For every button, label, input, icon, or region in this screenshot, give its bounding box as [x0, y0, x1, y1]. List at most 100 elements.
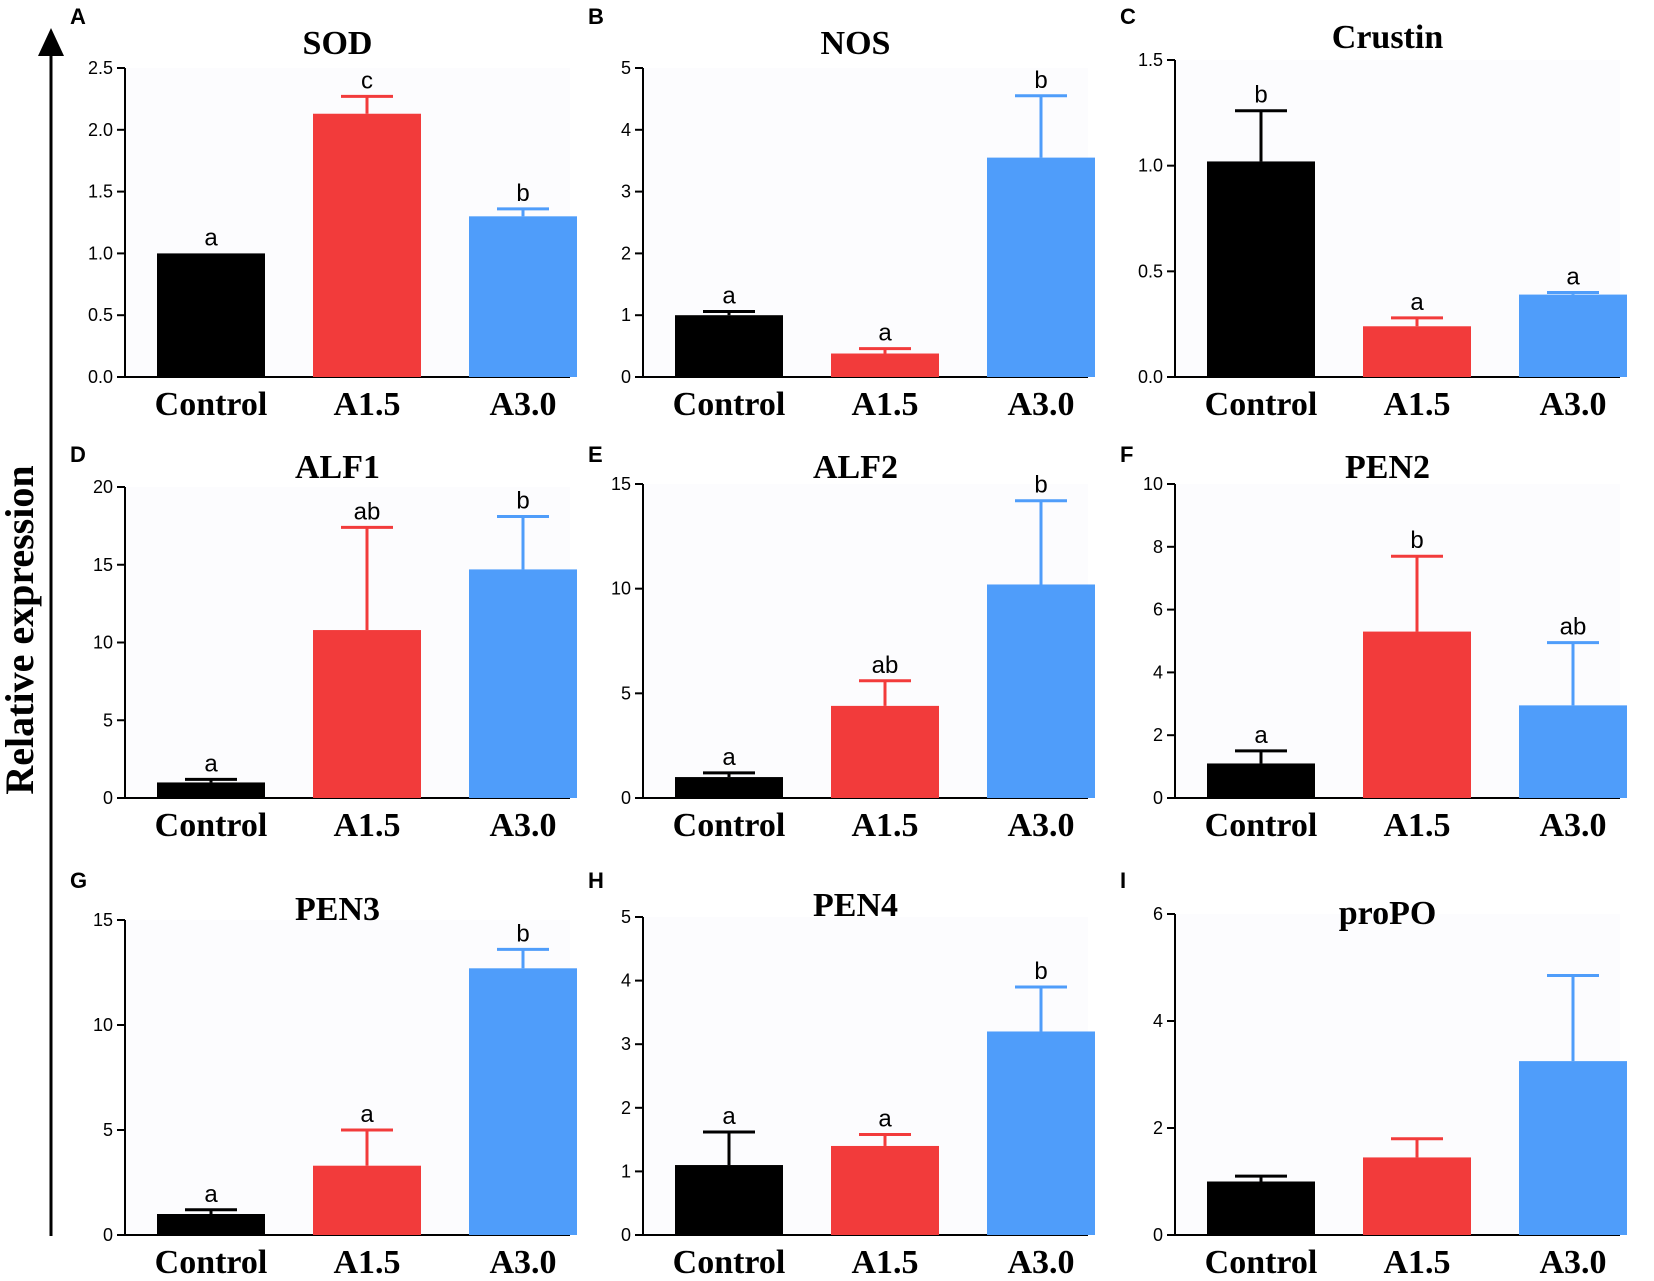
y-tick-label: 10: [1143, 474, 1163, 494]
y-tick-label: 15: [611, 474, 631, 494]
category-label: A1.5: [333, 807, 400, 844]
y-tick-label: 4: [1153, 662, 1163, 682]
bar-a3-0: [987, 1031, 1095, 1235]
y-tick-label: 6: [1153, 600, 1163, 620]
panel-C: C Crustin 0.0 0.5 1.0 1.5 b Control a A1.5 a A3.0: [1120, 4, 1627, 423]
y-tick-label: 3: [621, 1034, 631, 1054]
category-label: A1.5: [851, 386, 918, 423]
bar-a1-5: [1363, 326, 1471, 377]
bar-control: [157, 782, 265, 798]
category-label: A1.5: [851, 807, 918, 844]
bar-a1-5: [313, 1165, 421, 1235]
y-tick-label: 2: [621, 1098, 631, 1118]
y-tick-label: 2: [1153, 1118, 1163, 1138]
category-label: A3.0: [1539, 1244, 1606, 1281]
y-tick-label: 0: [621, 1225, 631, 1245]
y-tick-label: 0.0: [88, 367, 113, 387]
panel-title: ALF2: [813, 449, 898, 486]
panel-H: H PEN4 0 1 2 3 4 5 a Control a A1.5 b A3.0: [588, 868, 1095, 1281]
significance-label: a: [204, 1181, 218, 1208]
panel-letter: A: [70, 4, 86, 29]
bar-a1-5: [313, 113, 421, 378]
panel-B: B NOS 0 1 2 3 4 5 a Control a A1.5 b A3.0: [588, 4, 1095, 423]
category-label: A1.5: [851, 1244, 918, 1281]
bar-a3-0: [987, 157, 1095, 377]
panel-letter: I: [1120, 868, 1126, 893]
y-axis-label: Relative expression: [0, 465, 42, 794]
category-label: A1.5: [333, 1244, 400, 1281]
y-tick-label: 5: [103, 1120, 113, 1140]
bar-a3-0: [987, 584, 1095, 798]
y-tick-label: 2.0: [88, 120, 113, 140]
category-label: A1.5: [333, 386, 400, 423]
bar-a3-0: [1519, 1061, 1627, 1235]
category-label: Control: [155, 386, 268, 423]
panel-title: ALF1: [295, 449, 380, 486]
y-tick-label: 0: [1153, 788, 1163, 808]
y-tick-label: 8: [1153, 537, 1163, 557]
significance-label: b: [1410, 527, 1423, 554]
significance-label: b: [1034, 958, 1047, 985]
bar-a3-0: [1519, 705, 1627, 798]
category-label: A3.0: [489, 386, 556, 423]
category-label: Control: [1205, 807, 1318, 844]
bar-a1-5: [1363, 1157, 1471, 1235]
panel-E: E ALF2 0 5 10 15 a Control ab A1.5 b A3.0: [588, 442, 1095, 844]
category-label: Control: [673, 807, 786, 844]
significance-label: b: [1034, 67, 1047, 94]
y-tick-label: 10: [611, 579, 631, 599]
panel-title: PEN4: [813, 887, 898, 924]
bar-a1-5: [831, 353, 939, 377]
y-tick-label: 1.5: [88, 182, 113, 202]
category-label: A3.0: [1539, 807, 1606, 844]
y-tick-label: 5: [621, 58, 631, 78]
significance-label: ab: [1560, 614, 1587, 641]
category-label: A3.0: [1007, 807, 1074, 844]
category-label: Control: [1205, 1244, 1318, 1281]
significance-label: a: [360, 1101, 374, 1128]
category-label: Control: [155, 1244, 268, 1281]
category-label: A1.5: [1383, 386, 1450, 423]
panel-title: proPO: [1339, 895, 1437, 932]
y-tick-label: 3: [621, 182, 631, 202]
y-tick-label: 1: [621, 1161, 631, 1181]
bar-a1-5: [1363, 631, 1471, 798]
panel-letter: H: [588, 868, 604, 893]
category-label: A1.5: [1383, 1244, 1450, 1281]
bar-a3-0: [469, 968, 577, 1235]
bar-control: [1207, 763, 1315, 798]
significance-label: a: [722, 1103, 736, 1130]
category-label: A1.5: [1383, 807, 1450, 844]
y-tick-label: 0: [621, 788, 631, 808]
panel-letter: G: [70, 868, 87, 893]
panel-letter: C: [1120, 4, 1136, 29]
y-tick-label: 20: [93, 477, 113, 497]
category-label: A3.0: [1007, 386, 1074, 423]
y-tick-label: 2.5: [88, 58, 113, 78]
panel-title: NOS: [821, 25, 891, 62]
significance-label: a: [1254, 722, 1268, 749]
significance-label: b: [1254, 82, 1267, 109]
panel-title: SOD: [303, 25, 373, 62]
y-tick-label: 4: [621, 971, 631, 991]
bar-a3-0: [469, 569, 577, 798]
category-label: A3.0: [489, 807, 556, 844]
significance-label: b: [516, 180, 529, 207]
category-label: A3.0: [489, 1244, 556, 1281]
panel-title: PEN2: [1345, 449, 1430, 486]
panel-A: A SOD 0.0 0.5 1.0 1.5 2.0 2.5 a Control c A1.5 b A3.0: [70, 4, 577, 423]
significance-label: a: [878, 320, 892, 347]
category-label: A3.0: [1539, 386, 1606, 423]
panel-D: D ALF1 0 5 10 15 20 a Control ab A1.5 b A3.0: [70, 442, 577, 844]
bar-control: [157, 253, 265, 377]
category-label: Control: [673, 386, 786, 423]
significance-label: ab: [872, 652, 899, 679]
significance-label: a: [204, 750, 218, 777]
bar-a1-5: [831, 705, 939, 798]
panel-letter: D: [70, 442, 86, 467]
y-tick-label: 0: [621, 367, 631, 387]
bar-control: [675, 1165, 783, 1235]
y-tick-label: 0.0: [1138, 367, 1163, 387]
